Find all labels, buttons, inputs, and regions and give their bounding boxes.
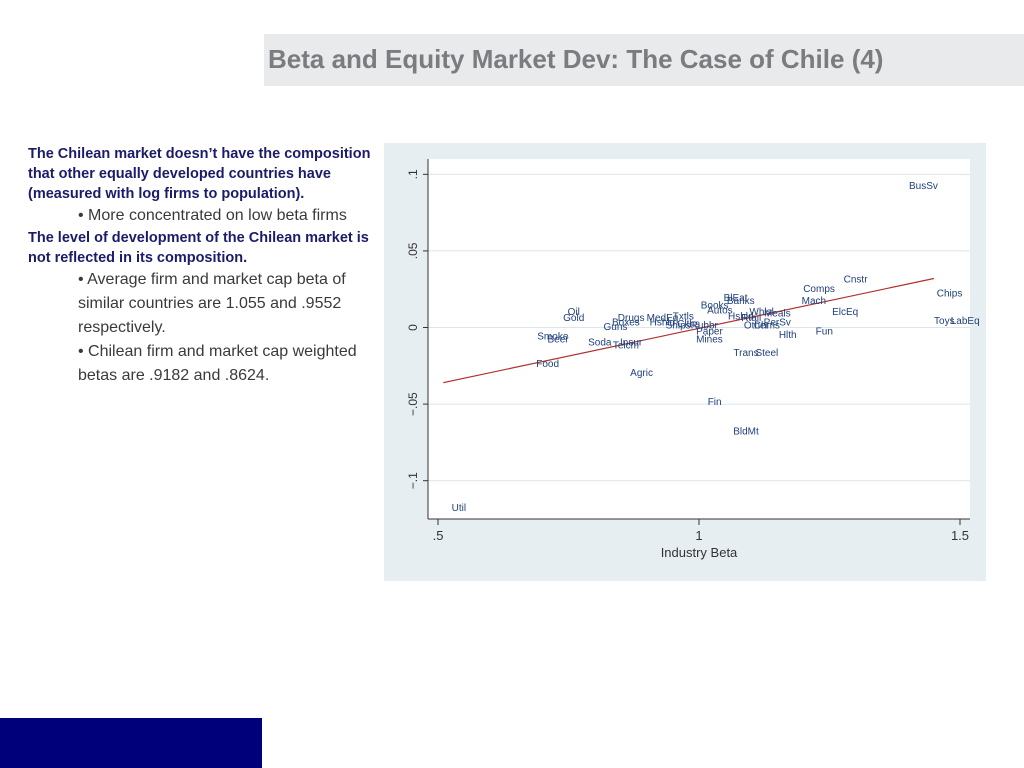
fit-line (443, 277, 935, 384)
point-label: Rtail (741, 313, 761, 324)
point-label: Other (744, 321, 770, 332)
statement-development: The level of development of the Chilean … (28, 230, 369, 266)
point-label: Paper (696, 327, 723, 338)
point-label: Guns (604, 322, 628, 333)
point-label: Banks (727, 296, 755, 307)
point-label: Chips (937, 288, 963, 299)
point-label: Cnstr (844, 275, 869, 286)
point-label: Fin (708, 397, 722, 408)
point-label: Whlsl (749, 307, 773, 318)
y-tick-label: .1 (406, 169, 420, 179)
bullet-similar-countries: • Average firm and market cap beta of si… (78, 271, 346, 336)
title-bar: Beta and Equity Market Dev: The Case of … (264, 34, 1024, 86)
point-label: Ships (666, 321, 691, 332)
point-label: Telcm (613, 341, 639, 352)
scatter-chart: .1 .05 0 −.05 −.1 .5 1 1.5 BusSv Cnstr Comps Chips… (406, 159, 980, 560)
y-tick-label: 0 (406, 324, 420, 331)
point-label: Boxes (612, 318, 640, 329)
y-tick-label: −.05 (406, 392, 420, 416)
chart-panel: .1 .05 0 −.05 −.1 .5 1 1.5 BusSv Cnstr Comps Chips… (384, 143, 986, 581)
point-label: Clths (677, 319, 700, 330)
bullet-low-beta: • More concentrated on low beta firms (78, 207, 347, 224)
footer-bar (0, 718, 262, 768)
point-label: MedEq (647, 313, 679, 324)
point-label: Util (452, 503, 466, 514)
point-label: ElcEq (832, 307, 858, 318)
x-tick-label: 1 (695, 528, 702, 543)
point-label: Insur (620, 337, 643, 348)
point-label: Agric (630, 368, 653, 379)
point-label: LabEq (951, 316, 980, 327)
point-label: Chms (754, 321, 780, 332)
slide-title: Beta and Equity Market Dev: The Case of … (268, 44, 884, 74)
point-label: Toys (934, 316, 955, 327)
point-label: Meals (764, 308, 791, 319)
point-label: Mach (802, 296, 826, 307)
gridlines (428, 173, 970, 482)
y-tick-label: −.1 (406, 472, 420, 489)
point-label: BusSv (909, 181, 938, 192)
point-label: Txtls (673, 311, 694, 322)
x-tick-label: .5 (433, 528, 444, 543)
x-tick-label: 1.5 (951, 528, 969, 543)
fit-line-group (443, 277, 935, 384)
plot-area (428, 159, 970, 519)
point-label: Fun (816, 327, 833, 338)
point-label: Hlth (779, 330, 797, 341)
point-label: BlEat (724, 293, 748, 304)
point-label: Comps (803, 284, 835, 295)
point-label: Oil (568, 307, 580, 318)
point-label: Beer (547, 334, 569, 345)
point-label: Rubbr (691, 321, 719, 332)
axis-ticks: .1 .05 0 −.05 −.1 .5 1 1.5 (406, 169, 969, 543)
statement-composition: The Chilean market doesn’t have the comp… (28, 146, 371, 202)
bullet-chilean-betas: • Chilean firm and market cap weighted b… (78, 343, 357, 384)
point-label: Books (701, 301, 729, 312)
point-label: Autos (707, 305, 733, 316)
point-label: Drugs (618, 313, 645, 324)
point-label: Trans (733, 348, 758, 359)
point-label: Smoke (537, 331, 569, 342)
point-label: Hshld (650, 318, 676, 329)
point-label: PerSv (764, 318, 791, 329)
point-label: Steel (755, 348, 778, 359)
text-block: The Chilean market doesn’t have the comp… (28, 144, 373, 388)
point-label: Food (536, 359, 559, 370)
point-label: Gold (563, 313, 584, 324)
point-label: BldMt (733, 426, 759, 437)
point-label: Soda (588, 337, 612, 348)
y-tick-label: .05 (406, 242, 420, 259)
point-label: Hshld (728, 311, 754, 322)
point-label: Mines (696, 334, 723, 345)
x-axis-label: Industry Beta (661, 545, 738, 560)
